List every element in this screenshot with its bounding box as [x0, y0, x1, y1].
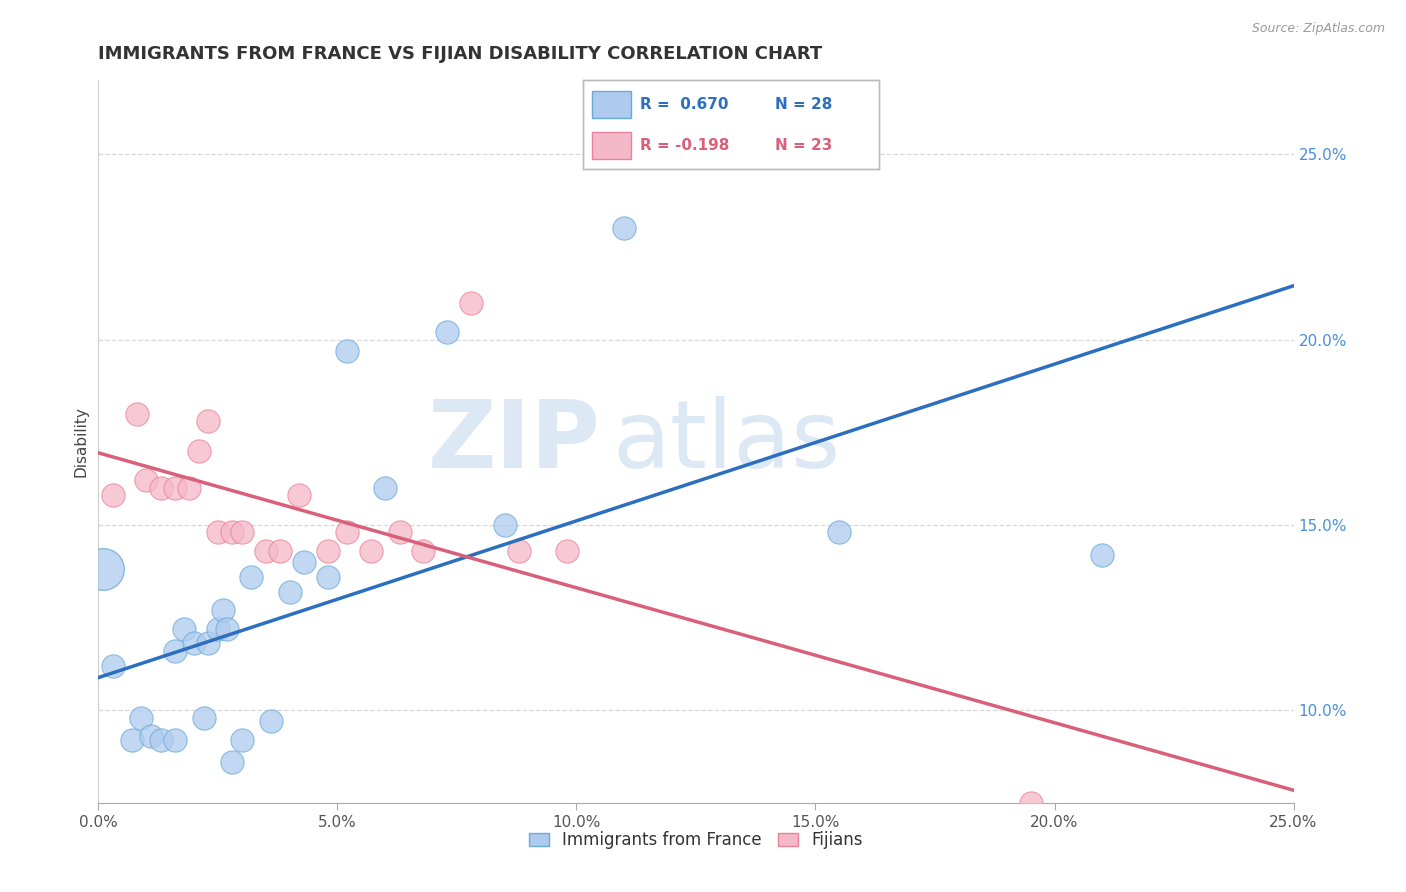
Point	[183, 636, 205, 650]
Text: atlas: atlas	[613, 395, 841, 488]
Point	[278, 584, 301, 599]
Point	[360, 544, 382, 558]
FancyBboxPatch shape	[592, 91, 631, 118]
Point	[211, 603, 233, 617]
Text: R =  0.670: R = 0.670	[640, 97, 728, 112]
FancyBboxPatch shape	[592, 132, 631, 159]
Point	[197, 414, 219, 428]
Point	[125, 407, 148, 421]
Point	[207, 622, 229, 636]
Point	[240, 570, 263, 584]
Point	[336, 343, 359, 358]
Point	[555, 544, 578, 558]
Text: N = 28: N = 28	[776, 97, 832, 112]
Point	[388, 525, 411, 540]
Point	[149, 481, 172, 495]
Point	[494, 517, 516, 532]
Point	[316, 570, 339, 584]
Point	[374, 481, 396, 495]
Point	[221, 525, 243, 540]
Point	[163, 481, 186, 495]
Point	[163, 644, 186, 658]
Point	[1091, 548, 1114, 562]
Point	[179, 481, 201, 495]
Point	[288, 488, 311, 502]
Point	[259, 714, 281, 729]
Point	[508, 544, 530, 558]
Point	[412, 544, 434, 558]
Text: N = 23: N = 23	[776, 138, 832, 153]
Legend: Immigrants from France, Fijians: Immigrants from France, Fijians	[522, 824, 870, 856]
Point	[436, 325, 458, 339]
Point	[828, 525, 851, 540]
Point	[197, 636, 219, 650]
Text: ZIP: ZIP	[427, 395, 600, 488]
Point	[121, 732, 143, 747]
Point	[91, 562, 114, 576]
Point	[460, 295, 482, 310]
Point	[336, 525, 359, 540]
Point	[187, 443, 209, 458]
Point	[613, 221, 636, 235]
Point	[217, 622, 239, 636]
Point	[292, 555, 315, 569]
Point	[163, 732, 186, 747]
Text: R = -0.198: R = -0.198	[640, 138, 728, 153]
Point	[231, 732, 253, 747]
Point	[231, 525, 253, 540]
Point	[135, 474, 157, 488]
Text: IMMIGRANTS FROM FRANCE VS FIJIAN DISABILITY CORRELATION CHART: IMMIGRANTS FROM FRANCE VS FIJIAN DISABIL…	[98, 45, 823, 63]
Text: Source: ZipAtlas.com: Source: ZipAtlas.com	[1251, 22, 1385, 36]
Point	[207, 525, 229, 540]
Point	[193, 710, 215, 724]
Point	[316, 544, 339, 558]
Point	[149, 732, 172, 747]
Point	[131, 710, 153, 724]
Y-axis label: Disability: Disability	[73, 406, 89, 477]
Point	[139, 729, 162, 743]
Point	[1019, 796, 1042, 810]
Point	[221, 755, 243, 769]
Point	[173, 622, 195, 636]
Point	[101, 488, 124, 502]
Point	[254, 544, 277, 558]
Point	[269, 544, 291, 558]
Point	[101, 658, 124, 673]
